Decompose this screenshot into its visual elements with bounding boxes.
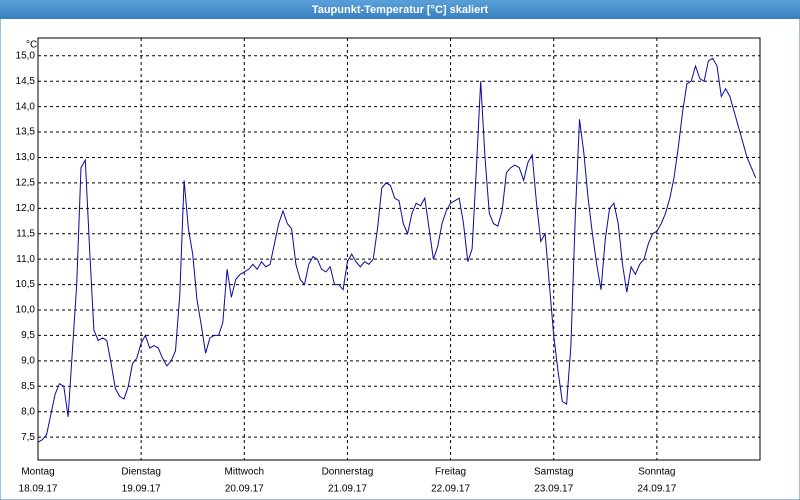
- x-tick-label: Donnerstag: [322, 467, 374, 478]
- y-tick-label: 14,0: [16, 101, 36, 112]
- x-tick-date: 20.09.17: [225, 484, 264, 495]
- y-tick-label: 9,5: [21, 330, 35, 341]
- y-tick-label: 10,0: [16, 305, 36, 316]
- y-tick-label: 10,5: [16, 279, 36, 290]
- x-tick-label: Freitag: [435, 467, 466, 478]
- x-tick-label: Samstag: [534, 467, 573, 478]
- title-bar: [0, 0, 800, 19]
- x-tick-date: 24.09.17: [637, 484, 676, 495]
- y-tick-label: 13,0: [16, 152, 36, 163]
- y-unit: °C: [26, 40, 37, 51]
- y-tick-label: 8,0: [21, 406, 35, 417]
- y-tick-label: 12,5: [16, 178, 36, 189]
- y-tick-label: 14,5: [16, 76, 36, 87]
- y-tick-label: 12,0: [16, 203, 36, 214]
- data-line: [37, 57, 757, 443]
- x-tick-date: 19.09.17: [122, 484, 161, 495]
- x-tick-date: 18.09.17: [19, 484, 58, 495]
- x-tick-date: 21.09.17: [328, 484, 367, 495]
- y-tick-label: 11,5: [16, 228, 35, 239]
- y-tick-label: 13,5: [16, 127, 36, 138]
- chart-title: Taupunkt-Temperatur [°C] skaliert: [312, 4, 489, 16]
- x-tick-label: Mittwoch: [225, 467, 264, 478]
- x-tick-date: 23.09.17: [534, 484, 573, 495]
- x-tick-label: Sonntag: [638, 467, 675, 478]
- y-tick-label: 9,0: [21, 355, 35, 366]
- y-tick-label: 7,5: [21, 432, 35, 443]
- plot-frame: [37, 37, 761, 461]
- x-tick-date: 22.09.17: [431, 484, 470, 495]
- y-tick-label: 11,0: [16, 254, 35, 265]
- x-tick-label: Dienstag: [121, 467, 160, 478]
- y-tick-label: 15,0: [16, 50, 36, 61]
- y-tick-label: 8,5: [21, 381, 35, 392]
- x-tick-label: Montag: [21, 467, 54, 478]
